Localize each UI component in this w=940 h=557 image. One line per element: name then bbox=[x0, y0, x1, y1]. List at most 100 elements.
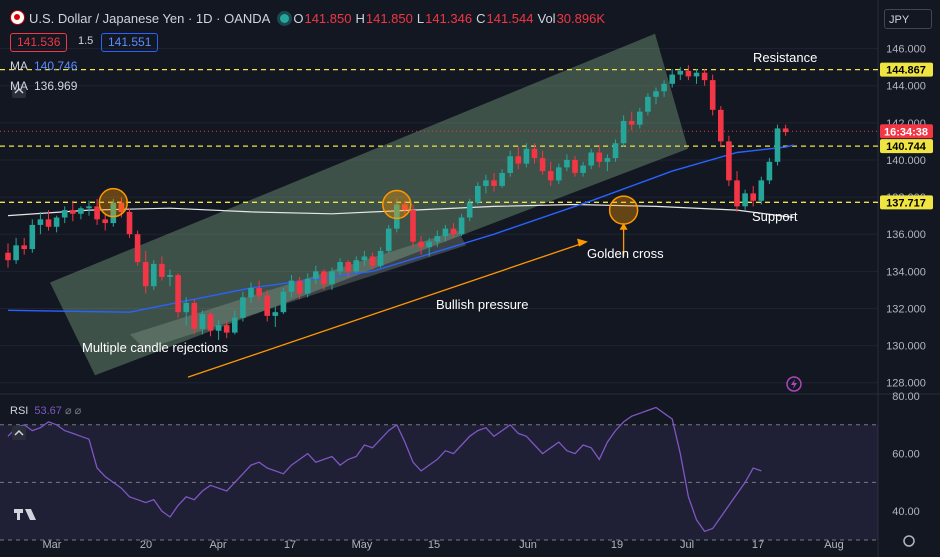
candle-body bbox=[353, 260, 360, 272]
candle bbox=[547, 161, 554, 186]
candle-body bbox=[564, 159, 570, 168]
candle bbox=[21, 237, 27, 255]
price-tag-bg bbox=[880, 62, 933, 77]
candle-body bbox=[13, 245, 19, 261]
ohlc-value: 141.346 bbox=[425, 11, 473, 26]
flash-icon bbox=[786, 376, 802, 392]
candle-body bbox=[782, 128, 789, 133]
annotation-bullish-pressure: Bullish pressure bbox=[436, 297, 529, 312]
ohlc-value: 30.896K bbox=[556, 11, 605, 26]
candle-body bbox=[596, 152, 603, 162]
candle bbox=[394, 198, 400, 233]
ma-fast-legend[interactable]: MA 140.746 bbox=[10, 59, 78, 73]
candle bbox=[264, 289, 270, 322]
bullish-arrow bbox=[187, 242, 583, 378]
candle bbox=[458, 213, 465, 237]
candle-body bbox=[645, 96, 651, 112]
candle bbox=[661, 80, 667, 97]
time-tick-label: Jul bbox=[680, 539, 694, 551]
candle-body bbox=[466, 202, 473, 218]
candle bbox=[45, 210, 52, 231]
candle-body bbox=[345, 262, 351, 272]
highlight-circle bbox=[608, 195, 639, 225]
candle-body bbox=[410, 210, 416, 242]
candle bbox=[782, 124, 789, 136]
candle-body bbox=[637, 111, 643, 125]
candle bbox=[53, 215, 60, 233]
candle bbox=[718, 106, 724, 147]
candle bbox=[385, 224, 392, 253]
candle-body bbox=[774, 128, 781, 162]
candle bbox=[110, 198, 117, 227]
price-tick-label: 128.000 bbox=[886, 378, 926, 390]
candle-body bbox=[207, 314, 214, 331]
highlight-circle bbox=[98, 187, 129, 218]
candle-body bbox=[709, 80, 716, 110]
currency-selector[interactable]: JPY bbox=[884, 9, 932, 29]
time-tick-label: Jun bbox=[519, 539, 537, 551]
price-tag-text: 137.717 bbox=[886, 197, 926, 209]
sell-button[interactable]: 141.536 bbox=[10, 33, 68, 52]
candle bbox=[402, 200, 408, 216]
candle-body bbox=[53, 217, 60, 227]
candle-body bbox=[475, 185, 481, 203]
candle bbox=[628, 111, 635, 131]
candle-body bbox=[248, 288, 254, 298]
candle bbox=[442, 224, 449, 242]
candle-body bbox=[434, 236, 441, 242]
candle-body bbox=[296, 280, 303, 294]
ohlc-key: C bbox=[476, 11, 486, 26]
candle-body bbox=[70, 210, 76, 214]
candle-body bbox=[256, 288, 262, 296]
candle bbox=[693, 68, 700, 84]
ma-slow-legend[interactable]: MA 136.969 bbox=[10, 79, 78, 93]
candle-body bbox=[329, 271, 335, 285]
symbol-title[interactable]: U.S. Dollar / Japanese Yen · 1D · OANDA bbox=[29, 11, 271, 26]
candle-body bbox=[572, 159, 578, 173]
buy-button[interactable]: 141.551 bbox=[101, 33, 159, 52]
candle-body bbox=[337, 262, 343, 272]
candle-body bbox=[693, 72, 700, 77]
candle-body bbox=[29, 224, 36, 250]
candle bbox=[410, 204, 416, 248]
candle bbox=[475, 182, 481, 205]
candle-body bbox=[272, 312, 279, 316]
candle-body bbox=[483, 180, 489, 186]
annotation-resistance: Resistance bbox=[753, 50, 817, 65]
candle bbox=[272, 306, 279, 328]
highlight-circle bbox=[382, 189, 412, 220]
candle bbox=[637, 107, 643, 129]
candle-body bbox=[742, 193, 748, 207]
candle bbox=[13, 237, 19, 264]
candle bbox=[645, 93, 651, 116]
candle-body bbox=[142, 262, 149, 287]
candle-body bbox=[547, 171, 554, 181]
rsi-collapse-chevron-icon bbox=[14, 429, 24, 436]
candle bbox=[701, 68, 708, 86]
annotation-support: Support bbox=[752, 209, 798, 224]
candle bbox=[313, 265, 319, 285]
candle bbox=[766, 158, 773, 185]
price-tick-label: 134.000 bbox=[886, 266, 926, 278]
candle bbox=[126, 208, 133, 238]
annotation-golden-cross: Golden cross bbox=[587, 246, 664, 261]
candle-body bbox=[191, 302, 198, 329]
candle bbox=[677, 67, 684, 81]
candle bbox=[142, 250, 149, 294]
ohlc-key: H bbox=[355, 11, 365, 26]
candle bbox=[564, 154, 570, 172]
collapse-icon-bg bbox=[12, 84, 26, 98]
candle-body bbox=[369, 256, 376, 266]
candle bbox=[620, 115, 627, 147]
chart-header: U.S. Dollar / Japanese Yen · 1D · OANDA O… bbox=[10, 10, 613, 26]
ohlc-key: O bbox=[293, 11, 304, 26]
ohlc-value: 141.544 bbox=[486, 11, 534, 26]
candle bbox=[515, 146, 522, 170]
flash-icon-bolt bbox=[791, 379, 797, 389]
rsi-legend[interactable]: RSI 53.67 ⌀ ⌀ bbox=[10, 405, 82, 417]
candle-body bbox=[215, 325, 222, 331]
rsi-line bbox=[7, 406, 762, 533]
candle-body bbox=[377, 250, 384, 266]
candle-body bbox=[718, 109, 724, 142]
